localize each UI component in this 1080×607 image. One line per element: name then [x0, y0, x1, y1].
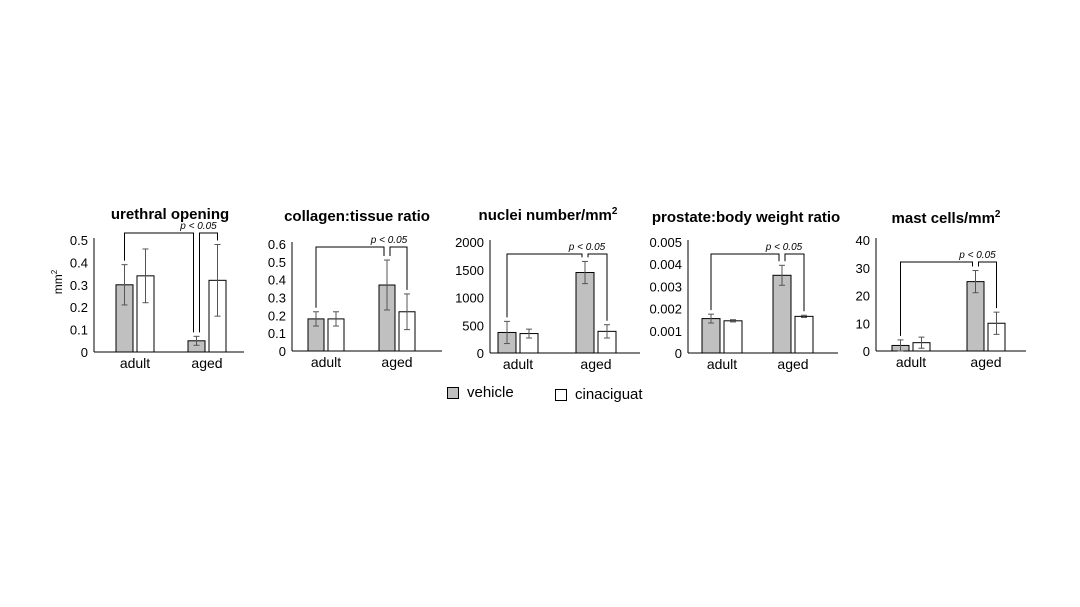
- x-tick-label-adult: adult: [311, 354, 341, 370]
- x-tick-label-aged: aged: [970, 354, 1001, 370]
- chart-panel-3: nuclei number/mm2 0 500 1000 1500 2000 adult ag…: [455, 206, 640, 372]
- significance-label: p < 0.05: [179, 221, 217, 232]
- y-tick-label: 0.005: [649, 235, 682, 250]
- bar-cinaciguat-aged: [794, 315, 814, 354]
- y-tick-label: 1000: [455, 291, 484, 306]
- significance-label: p < 0.05: [958, 250, 996, 261]
- significance-bracket: [389, 246, 408, 290]
- legend-swatch-vehicle: [447, 386, 459, 399]
- significance-bracket: [199, 232, 218, 333]
- significance-label: p < 0.05: [370, 235, 408, 246]
- significance-bracket: [587, 253, 608, 321]
- bar-cinaciguat-adult: [723, 320, 743, 354]
- legend-label-vehicle: vehicle: [467, 384, 514, 401]
- legend-label-cinaciguat: cinaciguat: [575, 386, 643, 403]
- y-tick-label: 40: [856, 233, 870, 248]
- significance-bracket: [124, 232, 194, 333]
- y-tick-label: 1500: [455, 263, 484, 278]
- legend: vehicle cinaciguat: [0, 384, 1080, 408]
- y-tick-label: 0: [477, 346, 484, 361]
- bar-vehicle-adult: [701, 318, 721, 354]
- y-tick-label: 0.002: [649, 302, 682, 317]
- x-tick-label-aged: aged: [381, 354, 412, 370]
- y-tick-label: 500: [462, 318, 484, 333]
- y-tick-label: 0.3: [70, 278, 88, 293]
- y-tick-label: 0.001: [649, 324, 682, 339]
- significance-bracket: [784, 253, 805, 312]
- x-tick-label-adult: adult: [896, 354, 926, 370]
- significance-bracket: [710, 253, 780, 311]
- legend-item-cinaciguat: cinaciguat: [555, 386, 643, 403]
- x-tick-label-aged: aged: [191, 355, 222, 371]
- y-tick-label: 0.6: [268, 237, 286, 252]
- y-tick-label: 30: [856, 261, 870, 276]
- y-tick-label: 0.3: [268, 291, 286, 306]
- chart-panel-2: collagen:tissue ratio 0 0.1 0.2 0.3 0.4 0.5 0.6…: [268, 208, 442, 370]
- y-tick-label: 0.1: [268, 326, 286, 341]
- y-tick-label: 0.4: [268, 273, 286, 288]
- x-tick-label-aged: aged: [777, 356, 808, 372]
- y-tick-label: 0.2: [268, 308, 286, 323]
- chart-title: prostate:body weight ratio: [652, 209, 840, 226]
- bar-vehicle-aged: [575, 272, 595, 354]
- bar-vehicle-aged: [772, 274, 792, 354]
- y-tick-label: 2000: [455, 235, 484, 250]
- y-tick-label: 0: [81, 345, 88, 360]
- chart-title: collagen:tissue ratio: [284, 208, 430, 225]
- y-tick-label: 0.004: [649, 257, 682, 272]
- chart-title: mast cells/mm2: [892, 209, 1001, 227]
- chart-panel-4: prostate:body weight ratio 0 0.001 0.002 0.0…: [649, 209, 840, 372]
- significance-label: p < 0.05: [765, 242, 803, 253]
- y-tick-label: 0.4: [70, 255, 88, 270]
- y-tick-label: 0.1: [70, 323, 88, 338]
- y-tick-label: 0.003: [649, 279, 682, 294]
- chart-title: urethral opening: [111, 206, 229, 223]
- chart-panel-5: mast cells/mm2 0 10 20 30 40 adult aged p < 0.05: [856, 209, 1026, 370]
- significance-bracket: [900, 261, 973, 336]
- legend-swatch-cinaciguat: [555, 388, 567, 401]
- y-tick-label: 0.5: [70, 233, 88, 248]
- significance-bracket: [506, 253, 583, 318]
- significance-bracket: [315, 246, 385, 308]
- y-tick-label: 0: [279, 344, 286, 359]
- y-tick-label: 0: [675, 346, 682, 361]
- chart-panel-1: urethral opening 0 0.1 0.2 0.3 0.4 0.5 mm2 adult…: [50, 206, 244, 371]
- x-tick-label-adult: adult: [120, 355, 150, 371]
- y-tick-label: 0.5: [268, 255, 286, 270]
- y-tick-label: 0.2: [70, 300, 88, 315]
- y-tick-label: 10: [856, 316, 870, 331]
- significance-bracket: [978, 261, 997, 309]
- significance-label: p < 0.05: [568, 242, 606, 253]
- x-tick-label-adult: adult: [503, 356, 533, 372]
- x-tick-label-aged: aged: [580, 356, 611, 372]
- y-tick-label: 20: [856, 289, 870, 304]
- y-tick-label: 0: [863, 344, 870, 359]
- legend-item-vehicle: vehicle: [447, 384, 514, 401]
- y-axis-label: mm2: [50, 269, 65, 294]
- x-tick-label-adult: adult: [707, 356, 737, 372]
- chart-title: nuclei number/mm2: [479, 206, 618, 224]
